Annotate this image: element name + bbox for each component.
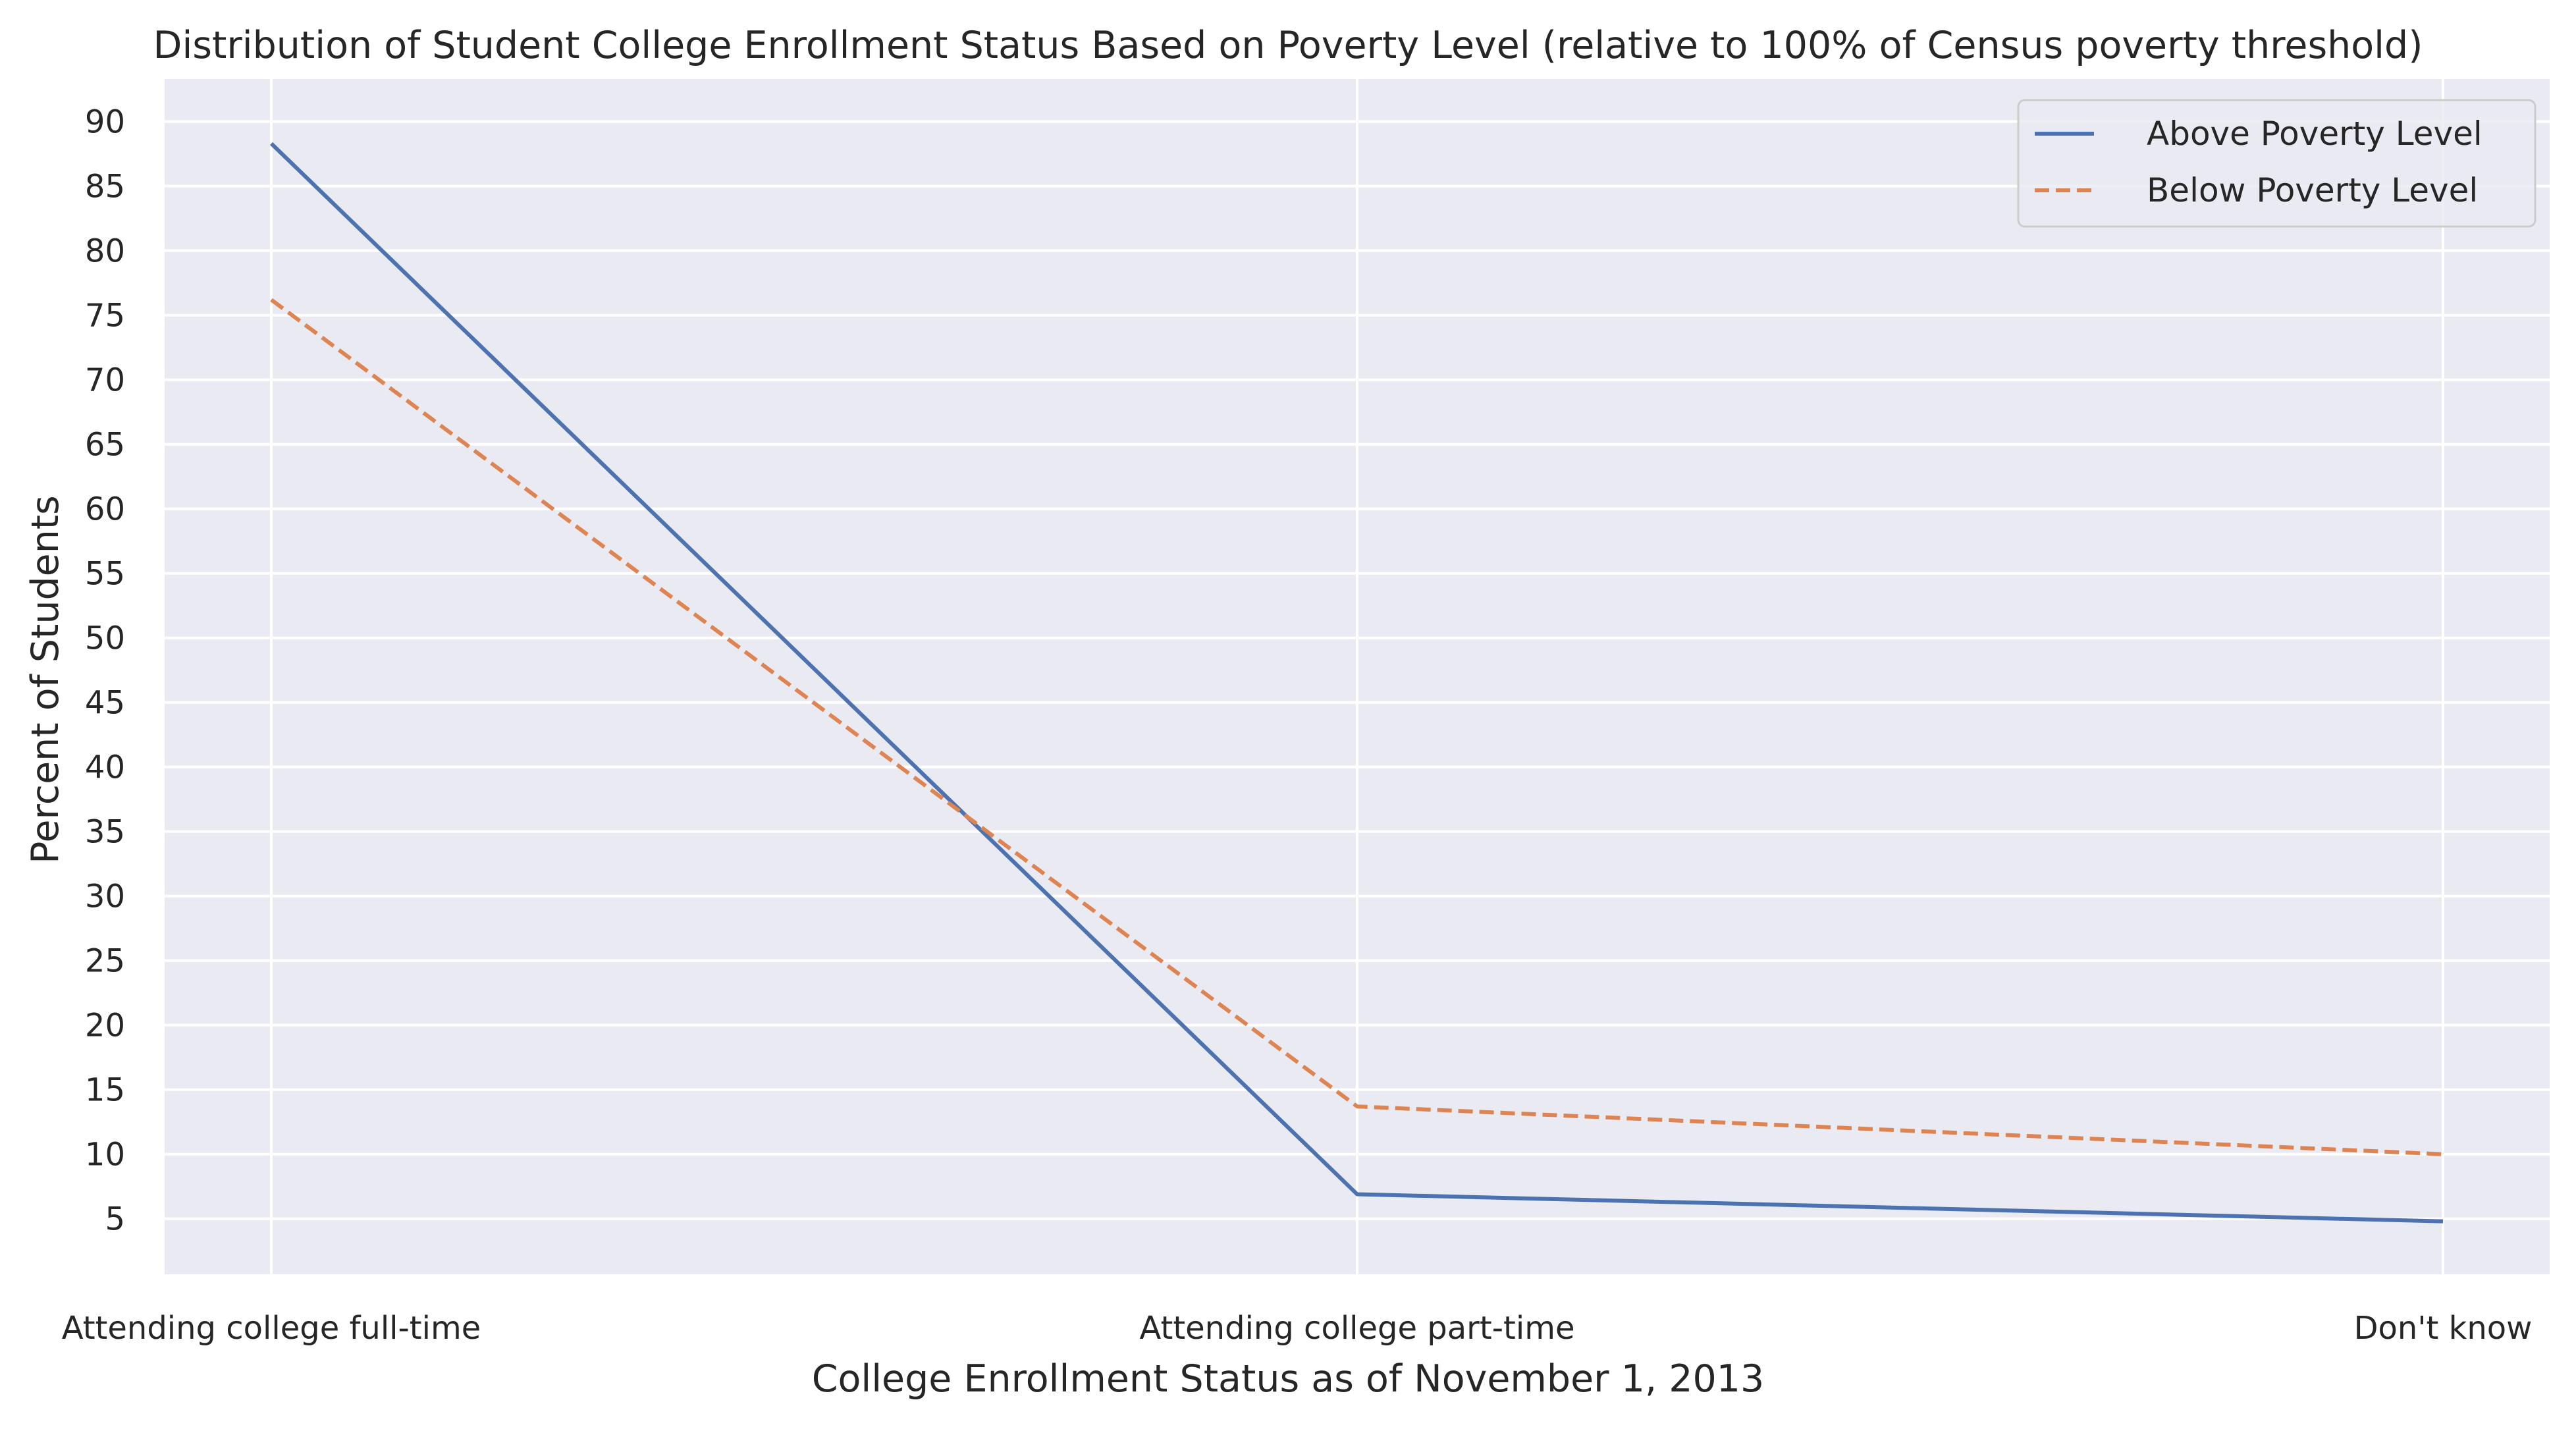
legend-label-above-poverty: Above Poverty Level bbox=[2147, 115, 2482, 153]
x-tick-label: Attending college part-time bbox=[1140, 1310, 1575, 1347]
y-tick-label: 75 bbox=[85, 298, 125, 335]
y-tick-label: 30 bbox=[85, 878, 125, 915]
y-tick-label: 45 bbox=[85, 685, 125, 722]
y-axis-label: Percent of Students bbox=[24, 495, 67, 864]
series-line-below-poverty bbox=[270, 298, 2444, 1156]
y-tick-label: 20 bbox=[85, 1008, 125, 1044]
y-tick-label: 15 bbox=[85, 1072, 125, 1109]
x-axis-label: College Enrollment Status as of November… bbox=[812, 1357, 1765, 1401]
y-tick-label: 55 bbox=[85, 556, 125, 593]
legend-box bbox=[2017, 99, 2536, 228]
y-tick-label: 85 bbox=[85, 169, 125, 205]
y-tick-label: 10 bbox=[85, 1137, 125, 1173]
legend: Above Poverty Level Below Poverty Level bbox=[2017, 99, 2536, 228]
gridlines bbox=[165, 79, 2550, 1274]
legend-label-below-poverty: Below Poverty Level bbox=[2147, 171, 2478, 209]
x-tick-label: Attending college full-time bbox=[62, 1310, 481, 1347]
chart-title: Distribution of Student College Enrollme… bbox=[153, 24, 2423, 67]
y-tick-label: 35 bbox=[85, 814, 125, 851]
y-tick-label: 25 bbox=[85, 943, 125, 980]
y-tick-label: 70 bbox=[85, 362, 125, 399]
y-tick-label: 65 bbox=[85, 427, 125, 464]
series-lines bbox=[269, 142, 2444, 1224]
x-tick-label: Don't know bbox=[2354, 1310, 2533, 1347]
y-tick-label: 50 bbox=[85, 620, 125, 657]
y-tick-label: 80 bbox=[85, 233, 125, 270]
y-tick-labels: 5 10 15 20 25 30 35 40 45 50 55 60 65 70 75 80 85 90 bbox=[85, 104, 125, 1238]
x-tick-labels: Attending college full-time Attending col… bbox=[62, 1310, 2533, 1347]
y-tick-label: 60 bbox=[85, 491, 125, 528]
y-tick-label: 5 bbox=[105, 1201, 125, 1238]
y-tick-label: 40 bbox=[85, 749, 125, 786]
y-tick-label: 90 bbox=[85, 104, 125, 141]
series-line-above-poverty bbox=[269, 142, 2444, 1224]
